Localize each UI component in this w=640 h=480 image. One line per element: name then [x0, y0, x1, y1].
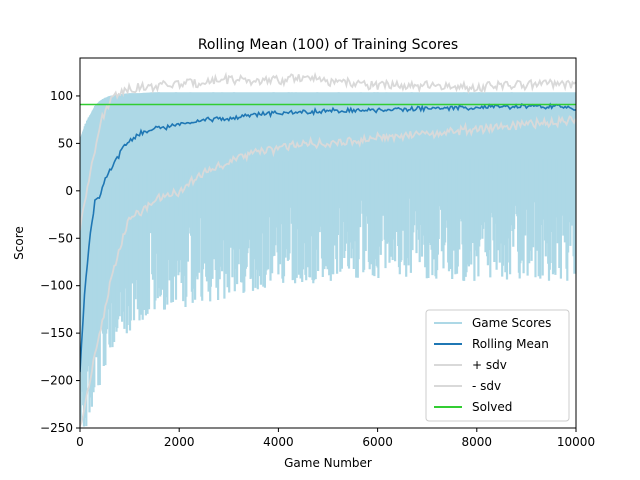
- series-sdv: [80, 71, 576, 231]
- legend-label: - sdv: [472, 379, 501, 393]
- x-tick-label: 10000: [557, 435, 595, 449]
- y-tick-label: 50: [58, 136, 73, 150]
- legend-label: Game Scores: [472, 316, 551, 330]
- y-tick-label: −50: [48, 231, 73, 245]
- series-sdv: [80, 114, 576, 427]
- x-tick-label: 4000: [263, 435, 294, 449]
- legend: Game Scores Rolling Mean + sdv - sdv Solved: [425, 309, 570, 422]
- x-tick-label: 6000: [362, 435, 393, 449]
- x-axis: 0 2000 4000 6000 8000 10000: [76, 428, 595, 449]
- plot-area: [80, 71, 576, 427]
- x-tick-label: 0: [76, 435, 84, 449]
- series-game-scores: [80, 92, 576, 427]
- y-tick-label: −200: [40, 374, 73, 388]
- y-tick-label: −250: [40, 421, 73, 435]
- y-tick-label: 0: [65, 184, 73, 198]
- legend-box: [425, 309, 570, 422]
- legend-label: + sdv: [472, 358, 507, 372]
- series-rolling-mean: [80, 102, 576, 373]
- chart-title: Rolling Mean (100) of Training Scores: [198, 37, 458, 53]
- x-tick-label: 2000: [164, 435, 195, 449]
- y-tick-label: 100: [50, 89, 73, 103]
- y-tick-label: −100: [40, 279, 73, 293]
- x-axis-label: Game Number: [284, 456, 372, 470]
- y-tick-label: −150: [40, 326, 73, 340]
- axes-frame: [79, 57, 577, 429]
- y-axis-label: Score: [12, 226, 26, 260]
- x-tick-label: 8000: [462, 435, 493, 449]
- legend-label: Solved: [472, 400, 512, 414]
- y-axis: −250 −200 −150 −100 −50 0 50 100: [40, 89, 80, 435]
- legend-label: Rolling Mean: [472, 337, 549, 351]
